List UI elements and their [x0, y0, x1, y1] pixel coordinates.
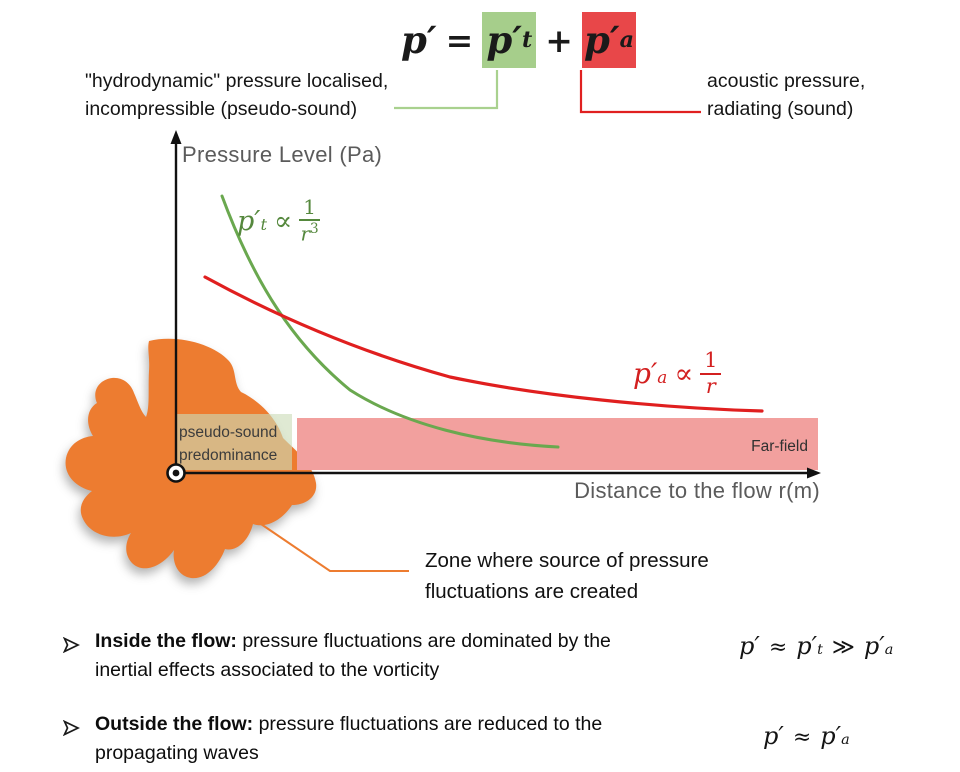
pseudo-sound-region-line2: predominance — [179, 447, 278, 464]
x-axis-label: Distance to the flow r(m) — [574, 478, 820, 503]
plus-sign: + — [545, 20, 573, 60]
much-greater-symbol: ≫ — [831, 635, 855, 660]
pa-symbol: p′a — [820, 722, 850, 750]
outside-flow-formula: p′ ≈ p′a — [763, 722, 850, 750]
bullet-outside-flow-text: Outside the flow: pressure fluctuations … — [95, 713, 603, 764]
origin-marker-inner — [172, 469, 180, 477]
red-connector-line — [579, 70, 701, 114]
zone-annotation-line2: fluctuations are created — [425, 580, 639, 603]
pt-symbol: p′t — [796, 632, 823, 660]
far-field-region — [297, 418, 818, 470]
zone-annotation-line1: Zone where source of pressure — [425, 549, 709, 572]
p-prime: p′ — [739, 632, 760, 660]
hydrodynamic-annotation-line2: incompressible (pseudo-sound) — [85, 98, 358, 120]
pseudo-sound-region-line1: pseudo-sound — [179, 424, 278, 441]
y-axis-label: Pressure Level (Pa) — [182, 142, 383, 167]
acoustic-curve — [203, 275, 764, 413]
approx-symbol: ≈ — [792, 725, 812, 750]
x-axis-arrow — [807, 467, 821, 479]
arrow-bullet-icon — [62, 716, 80, 767]
zone-annotation: Zone where source of pressure fluctuatio… — [425, 545, 709, 607]
bullet-outside-flow: Outside the flow: pressure fluctuations … — [62, 710, 648, 767]
pseudo-sound-region-label: pseudo-sound predominance — [179, 421, 277, 467]
pseudo-sound-term-box: p ′ t — [482, 12, 537, 68]
acoustic-annotation-line1: acoustic pressure, — [707, 70, 866, 92]
acoustic-annotation-line2: radiating (sound) — [707, 98, 854, 120]
acoustic-term-box: p ′ a — [581, 12, 636, 68]
pseudo-sound-curve-label: p′t ∝ 1 r3 — [237, 195, 320, 246]
propto-symbol: ∝ — [674, 357, 694, 391]
approx-symbol: ≈ — [768, 635, 788, 660]
green-connector-line — [394, 70, 499, 110]
acoustic-annotation: acoustic pressure, radiating (sound) — [707, 67, 865, 123]
p-prime: p′ — [763, 722, 784, 750]
far-field-region-label: Far-field — [751, 438, 808, 455]
pa-symbol: p′a — [863, 632, 894, 660]
orange-connector-line — [257, 521, 409, 572]
equals-sign: = — [445, 20, 474, 60]
pseudo-sound-curve — [220, 194, 560, 449]
pa-symbol: p′a — [633, 357, 668, 391]
hydrodynamic-annotation-line1: "hydrodynamic" pressure localised, — [85, 70, 389, 92]
equation-lhs: p′ — [401, 18, 437, 62]
main-equation: p′ = p ′ t + p ′ a — [401, 12, 636, 68]
pseudo-sound-region — [176, 414, 292, 470]
hydrodynamic-annotation: "hydrodynamic" pressure localised, incom… — [85, 67, 388, 123]
inside-flow-formula: p′ ≈ p′t ≫ p′a — [739, 632, 893, 660]
propto-symbol: ∝ — [273, 205, 293, 237]
arrow-bullet-icon — [62, 633, 80, 684]
bullet-inside-flow: Inside the flow: pressure fluctuations a… — [62, 627, 648, 684]
bullet-inside-flow-text: Inside the flow: pressure fluctuations a… — [95, 630, 611, 681]
y-axis-arrow — [170, 130, 182, 144]
pt-symbol: p′t — [237, 205, 267, 237]
one-over-r-cubed: 1 r3 — [299, 195, 320, 246]
